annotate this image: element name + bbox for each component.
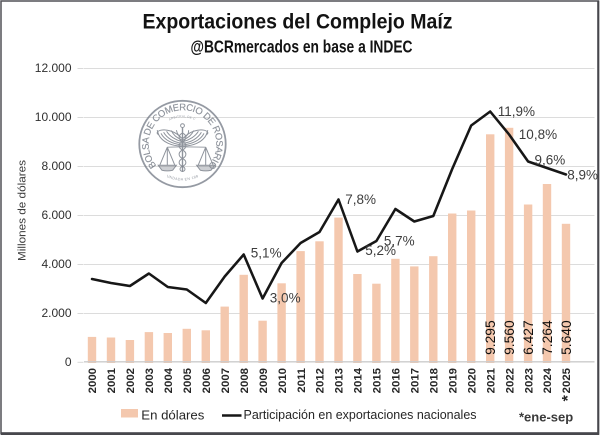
svg-text:0: 0	[65, 355, 72, 369]
svg-text:Participación en exportaciones: Participación en exportaciones nacionale…	[244, 407, 477, 422]
svg-text:2023: 2023	[523, 368, 535, 393]
svg-text:2017: 2017	[410, 368, 422, 393]
svg-text:2009: 2009	[258, 368, 270, 393]
svg-text:5.640: 5.640	[559, 320, 574, 355]
svg-text:2016: 2016	[391, 368, 403, 393]
svg-text:Millones de dólares: Millones de dólares	[17, 160, 29, 261]
svg-text:2015: 2015	[372, 367, 384, 393]
svg-text:2004: 2004	[163, 367, 175, 393]
svg-text:2019: 2019	[447, 368, 459, 393]
svg-text:2002: 2002	[125, 368, 137, 393]
svg-text:5,1%: 5,1%	[251, 246, 282, 261]
svg-text:2006: 2006	[201, 368, 213, 393]
svg-text:5,7%: 5,7%	[384, 234, 415, 249]
svg-text:2005: 2005	[182, 367, 194, 393]
svg-text:12.000: 12.000	[35, 61, 72, 75]
svg-text:3,0%: 3,0%	[270, 290, 301, 305]
svg-text:7,8%: 7,8%	[345, 192, 376, 207]
svg-text:En dólares: En dólares	[141, 407, 204, 422]
svg-text:2020: 2020	[466, 368, 478, 393]
svg-text:9.560: 9.560	[502, 320, 517, 355]
svg-text:8.000: 8.000	[41, 159, 71, 173]
svg-text:6.427: 6.427	[521, 320, 536, 355]
svg-text:9.295: 9.295	[483, 320, 498, 355]
svg-text:2022: 2022	[504, 368, 516, 393]
svg-text:5,2%: 5,2%	[365, 243, 396, 258]
svg-text:*ene-sep: *ene-sep	[519, 410, 573, 425]
svg-text:2014: 2014	[353, 367, 365, 393]
svg-text:2003: 2003	[144, 368, 156, 393]
svg-text:8,9%: 8,9%	[567, 168, 598, 183]
svg-text:@BCRmercados en base a INDEC: @BCRmercados en base a INDEC	[191, 36, 413, 56]
svg-text:2024: 2024	[542, 367, 554, 393]
svg-text:2021: 2021	[485, 367, 497, 393]
svg-text:2018: 2018	[429, 368, 441, 393]
svg-text:10.000: 10.000	[35, 110, 72, 124]
svg-text:2012: 2012	[315, 368, 327, 393]
svg-text:2011: 2011	[296, 367, 308, 392]
svg-text:*: *	[560, 394, 577, 401]
svg-text:Exportaciones del Complejo Maí: Exportaciones del Complejo Maíz	[143, 9, 453, 33]
svg-text:6.000: 6.000	[41, 208, 71, 222]
svg-text:7.264: 7.264	[540, 320, 555, 355]
svg-text:2025: 2025	[561, 367, 573, 393]
svg-text:9,6%: 9,6%	[535, 152, 566, 167]
svg-text:2000: 2000	[87, 368, 99, 393]
svg-text:4.000: 4.000	[41, 257, 71, 271]
svg-text:2007: 2007	[220, 368, 232, 393]
svg-text:2013: 2013	[334, 368, 346, 393]
svg-text:11,9%: 11,9%	[498, 104, 535, 119]
svg-text:2010: 2010	[277, 368, 289, 393]
svg-text:2.000: 2.000	[41, 306, 71, 320]
svg-text:10,8%: 10,8%	[519, 127, 557, 142]
svg-text:2001: 2001	[106, 367, 118, 393]
svg-text:2008: 2008	[239, 368, 251, 393]
